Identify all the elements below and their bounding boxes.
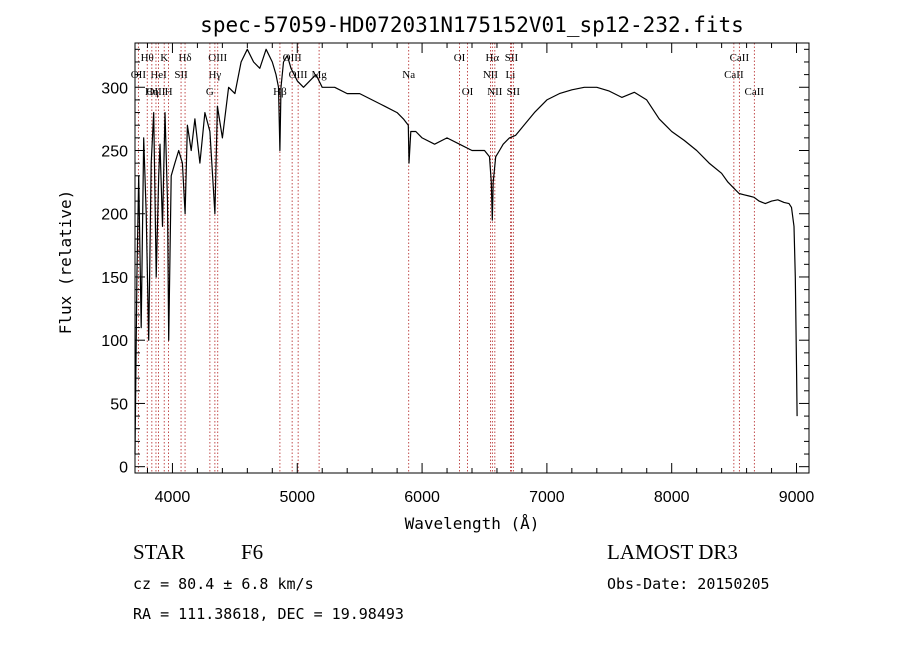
y-tick-label: 300 <box>101 80 128 97</box>
line-marker-label: CaII <box>724 69 744 81</box>
line-marker-label: Hδ <box>178 52 191 64</box>
line-marker-label: H <box>165 86 173 98</box>
line-marker-label: OI <box>462 86 474 98</box>
line-marker-label: Mg <box>311 69 327 81</box>
line-marker-label: Na <box>402 69 415 81</box>
y-tick-label: 200 <box>101 207 128 224</box>
y-axis: 0 50 100 150 200 250 300 <box>101 48 809 477</box>
x-tick-label: 5000 <box>279 489 315 506</box>
line-marker-label: OIII <box>208 52 227 64</box>
spectral-subclass: F6 <box>241 540 263 564</box>
redshift-readout: cz = 80.4 ± 6.8 km/s <box>133 575 314 593</box>
object-type: STAR <box>133 540 185 564</box>
line-marker-label: SII <box>505 52 519 64</box>
line-marker-label: Hθ <box>141 52 154 64</box>
line-marker-label: Hγ <box>208 69 221 81</box>
line-marker-label: NII <box>487 86 503 98</box>
y-tick-label: 150 <box>101 270 128 287</box>
y-tick-label: 100 <box>101 333 128 350</box>
y-axis-label: Flux (relative) <box>56 190 75 335</box>
line-marker-label: Hα <box>485 52 499 64</box>
x-tick-label: 6000 <box>404 489 440 506</box>
x-tick-label: 7000 <box>529 489 565 506</box>
line-marker-label: CaII <box>730 52 750 64</box>
line-marker-label: OIII <box>283 52 302 64</box>
line-marker-label: NII <box>483 69 499 81</box>
survey-name: LAMOST DR3 <box>607 540 738 564</box>
line-marker-label: OIII <box>147 86 166 98</box>
obs-date: Obs-Date: 20150205 <box>607 575 770 593</box>
coordinates: RA = 111.38618, DEC = 19.98493 <box>133 605 404 623</box>
line-marker-label: Hη <box>145 86 159 98</box>
line-marker-label: HeI <box>150 69 167 81</box>
x-tick-label: 9000 <box>779 489 815 506</box>
x-axis: 4000 5000 6000 7000 8000 9000 <box>146 43 815 506</box>
chart-title: spec-57059-HD072031N175152V01_sp12-232.f… <box>200 13 744 37</box>
y-tick-label: 50 <box>110 396 128 413</box>
line-marker-label: OI <box>454 52 466 64</box>
line-marker-label: G <box>206 86 214 98</box>
y-tick-label: 250 <box>101 144 128 161</box>
plot-frame <box>134 42 810 474</box>
line-marker-label: SII <box>174 69 188 81</box>
y-tick-label: 0 <box>119 460 128 477</box>
x-tick-label: 8000 <box>654 489 690 506</box>
line-marker-label: Li <box>506 69 516 81</box>
spectrum-line <box>134 48 798 455</box>
line-marker-label: CaII <box>745 86 765 98</box>
line-marker-label: K <box>160 52 168 64</box>
x-tick-label: 4000 <box>155 489 191 506</box>
line-marker-label: OIII <box>289 69 308 81</box>
line-marker-label: SII <box>507 86 521 98</box>
line-marker-label: Hβ <box>273 86 287 98</box>
x-axis-label: Wavelength (Å) <box>405 514 540 533</box>
